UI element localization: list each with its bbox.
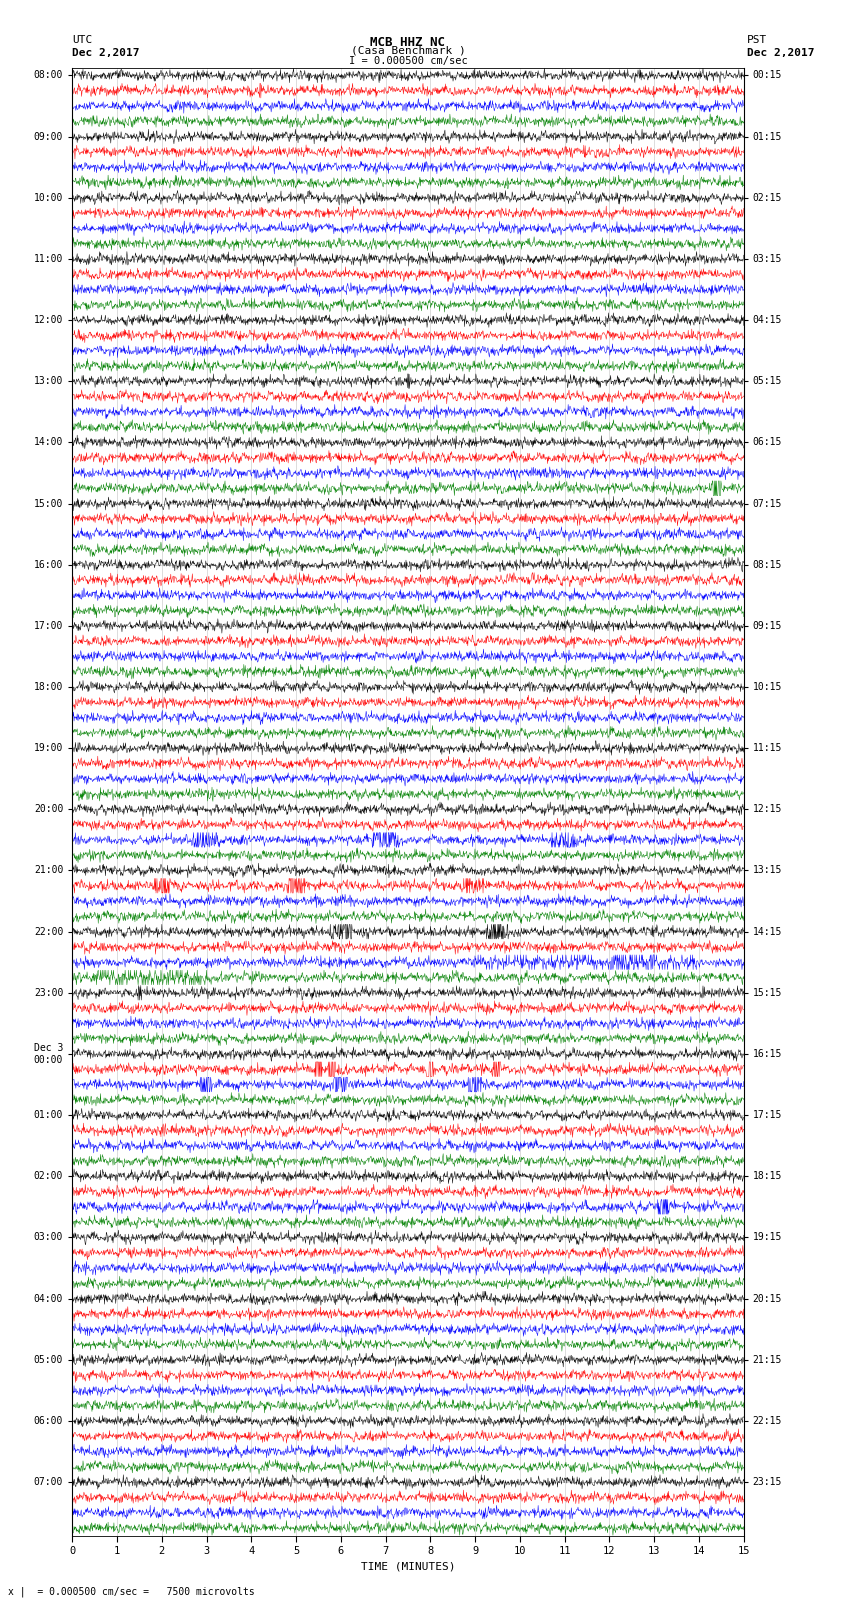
Text: UTC: UTC: [72, 35, 93, 45]
X-axis label: TIME (MINUTES): TIME (MINUTES): [360, 1561, 456, 1571]
Text: PST: PST: [747, 35, 768, 45]
Text: MCB HHZ NC: MCB HHZ NC: [371, 37, 445, 50]
Text: I = 0.000500 cm/sec: I = 0.000500 cm/sec: [348, 56, 468, 66]
Text: Dec 2,2017: Dec 2,2017: [72, 48, 139, 58]
Text: x |  = 0.000500 cm/sec =   7500 microvolts: x | = 0.000500 cm/sec = 7500 microvolts: [8, 1586, 255, 1597]
Text: Dec 2,2017: Dec 2,2017: [747, 48, 814, 58]
Text: (Casa Benchmark ): (Casa Benchmark ): [350, 45, 466, 56]
